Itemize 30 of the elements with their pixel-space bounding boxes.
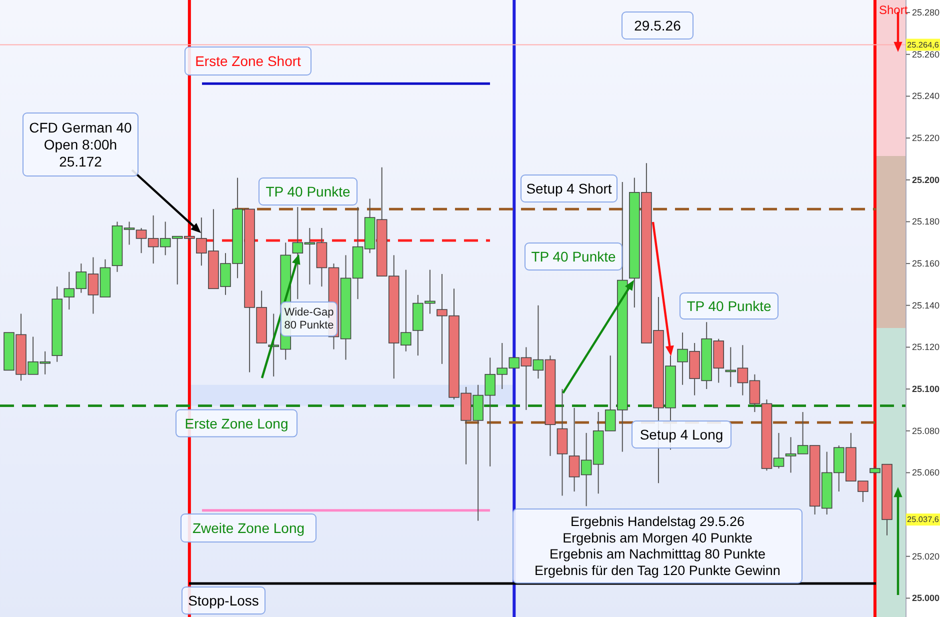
annotation: Wide-Gap 80 Punkte — [284, 306, 334, 332]
y-tick-label: 25.100 — [912, 384, 940, 394]
band-label: Erste Zone Long — [184, 415, 288, 432]
ref-line-label: Stopp-Loss — [188, 592, 259, 608]
y-tick-label: 25.080 — [912, 426, 940, 436]
annotation: TP 40 Punkte — [531, 248, 616, 264]
y-tick-label: 25.160 — [912, 258, 940, 269]
y-tick-label: 25.060 — [912, 468, 940, 478]
annotation: TP 40 Punkte — [266, 184, 350, 200]
ref-line-label: Erste Zone Short — [195, 53, 302, 69]
annotation: 29.5.26 — [634, 18, 682, 34]
y-tick-label: 25.280 — [912, 8, 940, 18]
ref-line-label: 25.264,6 — [907, 40, 940, 50]
y-tick-label: 25.120 — [912, 342, 940, 352]
y-tick-label: 25.180 — [912, 216, 940, 227]
y-tick-label: 25.020 — [912, 551, 940, 562]
annotation: TP 40 Punkte — [686, 298, 772, 314]
annotation: Setup 4 Short — [526, 180, 612, 196]
annotation: Ergebnis Handelstag 29.5.26 Ergebnis am Morgen 40 Punkte Ergebnis am Nachmitttag 80 Punkte Ergebnis für den Tag 120 Punkte Gewinn — [534, 514, 780, 578]
annotation: CFD German 40 Open 8:00h 25.172 — [29, 120, 132, 170]
y-tick-label: 25.260 — [912, 49, 940, 60]
annotation: Setup 4 Long — [640, 426, 724, 442]
y-tick-label: 25.220 — [912, 133, 940, 144]
y-tick-label: 25.200 — [912, 174, 940, 185]
y-tick-label: 25.140 — [912, 300, 940, 310]
ref-line-label: Zweite Zone Long — [192, 520, 305, 536]
y-tick-label: 25.240 — [912, 91, 940, 102]
annotation: 25.037,6 — [907, 515, 940, 524]
y-tick-label: 25.000 — [912, 593, 940, 604]
annotation: Short — [879, 3, 908, 17]
